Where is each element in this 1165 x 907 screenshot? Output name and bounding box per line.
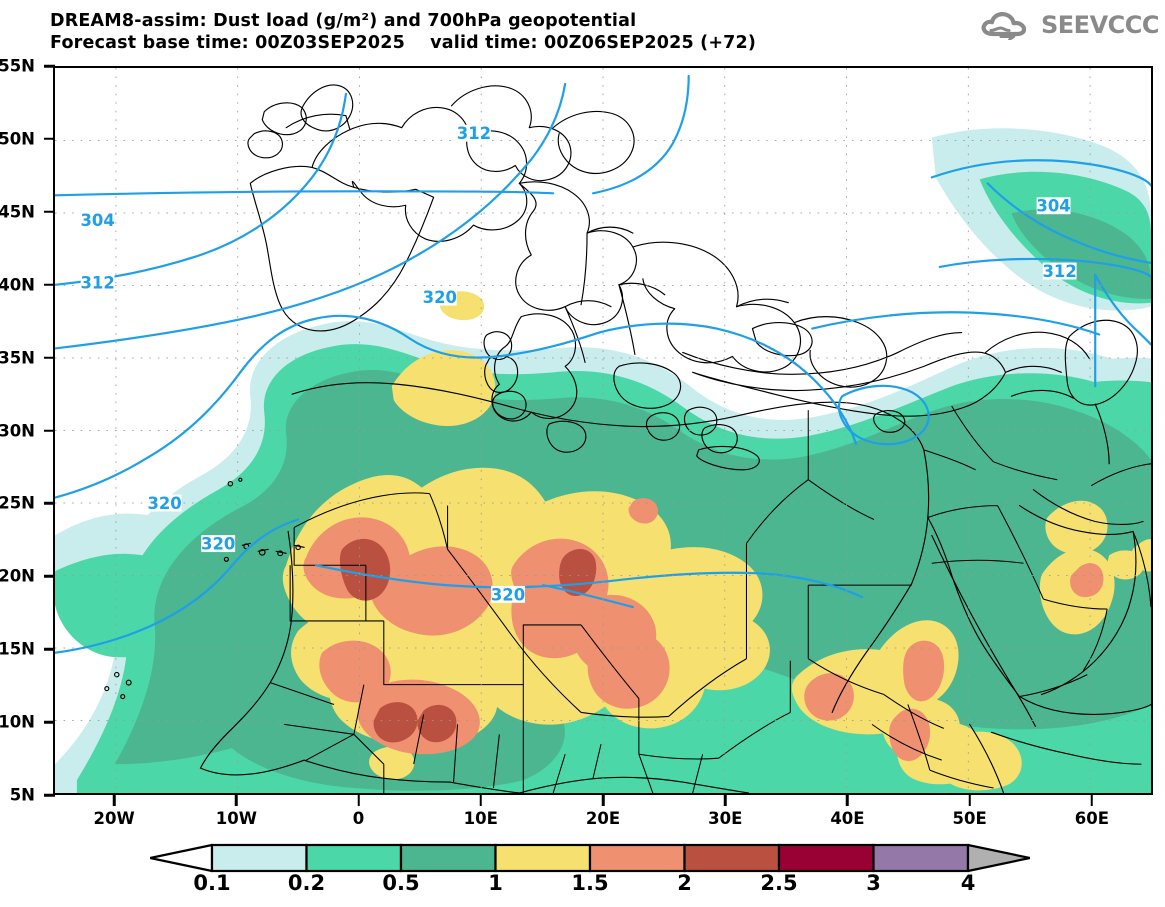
- y-tick-mark: [44, 429, 55, 432]
- x-tick-mark: [601, 795, 605, 806]
- colorbar-segment: [777, 843, 875, 873]
- y-tick-label: 50N: [0, 129, 35, 149]
- colorbar-segment: [588, 843, 686, 873]
- page-title: DREAM8-assim: Dust load (g/m²) and 700hP…: [50, 11, 637, 31]
- x-axis: 20W 10W 0 10E 20E 30E 40E 50E 60E: [53, 795, 1153, 835]
- x-tick-mark: [235, 795, 238, 806]
- y-tick-mark: [44, 283, 55, 286]
- colorbar-tick-label: 1.5: [571, 871, 609, 895]
- y-tick-mark: [44, 210, 55, 214]
- map-gridlines: [55, 68, 1151, 793]
- y-tick-label: 40N: [0, 275, 35, 295]
- x-tick-label: 20W: [93, 809, 135, 828]
- x-tick-mark: [112, 795, 116, 806]
- map-plot-area[interactable]: 304 312 312 320 304 312 320 320 320: [53, 66, 1153, 795]
- x-tick-label: 60E: [1074, 809, 1109, 828]
- seevccc-logo: SEEVCCC: [979, 10, 1160, 40]
- x-tick-mark: [479, 795, 483, 806]
- map-canvas: [55, 68, 1151, 793]
- y-tick-label: 55N: [0, 56, 35, 76]
- colorbar-tick-label: 4: [960, 871, 976, 895]
- y-tick-label: 10N: [0, 712, 35, 732]
- x-tick-label: 40E: [830, 809, 865, 828]
- y-tick-mark: [44, 64, 55, 68]
- y-tick-mark: [44, 647, 55, 651]
- colorbar-segment: [305, 843, 403, 873]
- x-tick-mark: [1090, 795, 1094, 806]
- geopotential-contours: [55, 74, 1151, 654]
- y-tick-label: 45N: [0, 202, 35, 222]
- colorbar-tick-label: 0.5: [382, 871, 420, 895]
- colorbar-tick-label: 3: [866, 871, 881, 895]
- y-axis: 5N 10N 15N 20N 25N 30N 35N 40N 45N 50N 55N: [0, 57, 55, 805]
- map-coastlines: [104, 84, 1151, 793]
- x-tick-label: 50E: [952, 809, 987, 828]
- colorbar-segment: [872, 843, 970, 873]
- colorbar-segment: [683, 843, 781, 873]
- colorbar-segment: [210, 843, 308, 873]
- y-tick-label: 25N: [0, 493, 35, 513]
- y-tick-mark: [44, 502, 55, 505]
- x-tick-mark: [357, 795, 360, 806]
- x-tick-mark: [968, 795, 971, 806]
- x-tick-mark: [846, 795, 849, 806]
- map-country-borders: [270, 405, 1151, 793]
- colorbar-swatches: [150, 843, 1030, 873]
- colorbar-tick-label: 0.1: [193, 871, 231, 895]
- title-block: DREAM8-assim: Dust load (g/m²) and 700hP…: [50, 10, 950, 54]
- y-tick-mark: [44, 575, 55, 578]
- y-tick-label: 35N: [0, 348, 35, 368]
- y-tick-label: 15N: [0, 639, 35, 659]
- y-tick-mark: [44, 137, 55, 141]
- x-tick-label: 20E: [585, 809, 621, 828]
- colorbar-under-arrow: [150, 843, 214, 873]
- y-tick-label: 5N: [9, 785, 35, 805]
- y-tick-mark: [44, 793, 55, 797]
- colorbar-segment: [399, 843, 497, 873]
- y-tick-label: 30N: [0, 421, 35, 440]
- y-tick-mark: [44, 356, 55, 359]
- colorbar-over-arrow: [966, 843, 1030, 873]
- colorbar-tick-label: 2: [677, 871, 692, 895]
- x-tick-label: 0: [352, 809, 365, 828]
- x-tick-label: 30E: [708, 809, 743, 828]
- y-tick-label: 20N: [0, 566, 35, 586]
- page-subtitle: Forecast base time: 00Z03SEP2025 valid t…: [50, 33, 757, 53]
- cloud-wind-icon: [981, 12, 1027, 40]
- colorbar-segment: [494, 843, 592, 873]
- colorbar[interactable]: 0.1 0.2 0.5 1 1.5 2 2.5 3 4: [150, 843, 1030, 903]
- x-tick-label: 10E: [463, 809, 498, 828]
- x-tick-mark: [723, 795, 727, 806]
- colorbar-tick-label: 1: [488, 871, 503, 895]
- colorbar-tick-label: 2.5: [760, 871, 798, 895]
- colorbar-tick-label: 0.2: [287, 871, 326, 895]
- y-tick-mark: [44, 720, 55, 724]
- logo-label: SEEVCCC: [1041, 11, 1160, 39]
- x-tick-label: 10W: [215, 809, 257, 828]
